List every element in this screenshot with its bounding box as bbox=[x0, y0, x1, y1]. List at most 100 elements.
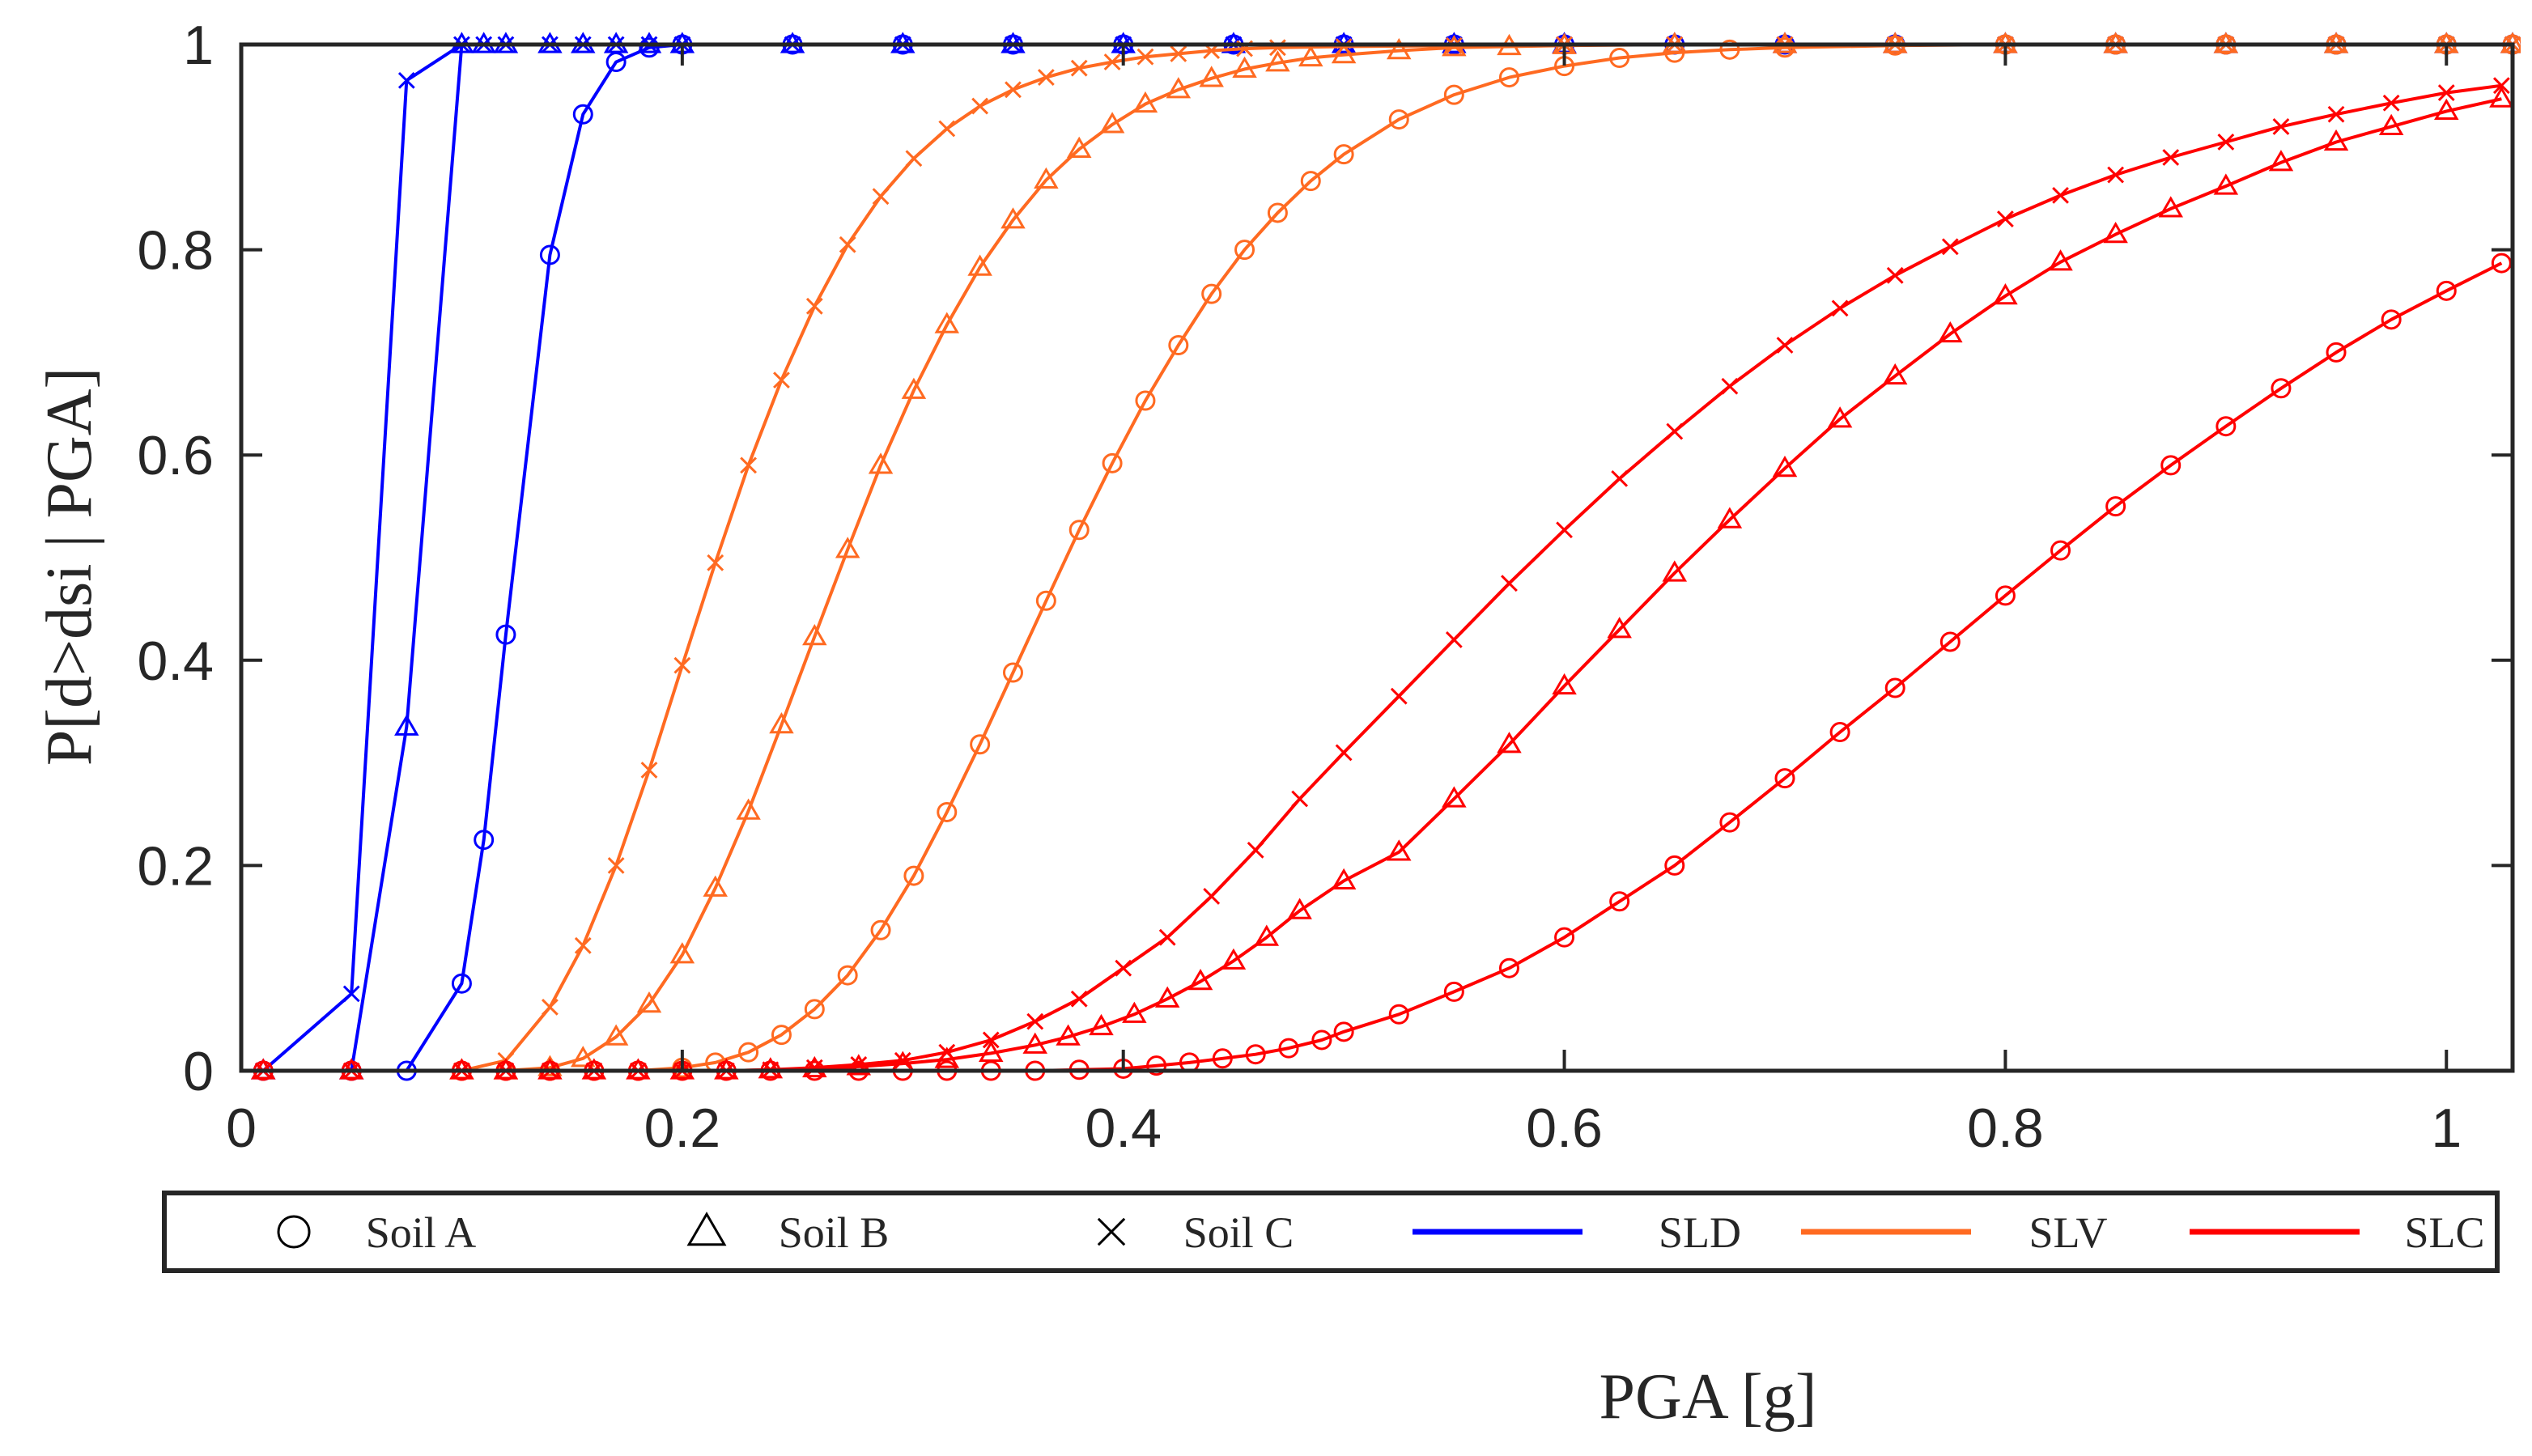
series-line bbox=[461, 43, 2513, 1072]
cross-stroke bbox=[872, 188, 890, 206]
data-point bbox=[2158, 196, 2183, 218]
data-point bbox=[1938, 320, 1963, 343]
data-point bbox=[839, 236, 856, 253]
cross-stroke bbox=[938, 1043, 956, 1061]
series-line bbox=[263, 43, 2513, 1072]
data-point bbox=[1335, 38, 1353, 55]
cross-stroke bbox=[1776, 337, 1794, 354]
x-tick-label: 1 bbox=[2431, 1097, 2462, 1159]
data-point bbox=[2052, 186, 2069, 204]
data-point bbox=[1000, 207, 1026, 229]
axes-frame bbox=[239, 42, 2515, 1073]
data-point bbox=[1267, 202, 1288, 223]
legend-label: Soil A bbox=[366, 1208, 477, 1257]
data-point bbox=[1203, 888, 1221, 905]
data-point bbox=[539, 244, 560, 265]
data-point bbox=[1232, 56, 1257, 79]
y-axis-label: P[d>dsi | PGA] bbox=[34, 367, 105, 766]
cross-stroke bbox=[1158, 928, 1176, 946]
data-point bbox=[1611, 469, 1629, 487]
data-point bbox=[1026, 1012, 1044, 1030]
y-tick-label: 0.6 bbox=[137, 425, 214, 486]
data-point bbox=[2048, 249, 2073, 271]
data-point bbox=[872, 188, 890, 206]
legend-label: Soil B bbox=[779, 1208, 890, 1257]
data-point bbox=[1995, 585, 2016, 606]
data-point bbox=[1221, 948, 1247, 970]
series-line bbox=[461, 43, 2513, 1072]
data-point bbox=[572, 104, 593, 125]
data-point bbox=[1388, 109, 1409, 130]
data-point bbox=[1498, 67, 1519, 88]
data-point bbox=[1662, 560, 1688, 582]
legend-entry-soil-c: Soil C bbox=[1097, 1208, 1294, 1257]
axes-layer: 0 0.2 0.4 0.6 0.8 1 0 0.2 0.4 0.6 0.8 1 bbox=[137, 15, 2515, 1159]
data-point bbox=[1005, 81, 1022, 99]
data-point bbox=[1166, 77, 1192, 99]
data-point bbox=[1442, 786, 1467, 808]
cross-stroke bbox=[1103, 53, 1121, 70]
data-point bbox=[1774, 768, 1795, 789]
cross-stroke bbox=[1291, 790, 1309, 808]
data-point bbox=[1187, 969, 1213, 991]
cross-stroke bbox=[1335, 38, 1353, 55]
data-point bbox=[738, 1042, 759, 1063]
cross-stroke bbox=[839, 236, 856, 253]
data-point bbox=[1066, 136, 1092, 158]
data-point bbox=[1772, 456, 1798, 478]
data-point bbox=[901, 377, 927, 399]
x-tick-label: 0.8 bbox=[1967, 1097, 2044, 1159]
data-point bbox=[2378, 113, 2404, 136]
data-point bbox=[2105, 496, 2126, 517]
data-point bbox=[2213, 173, 2239, 195]
data-point bbox=[1609, 47, 1630, 68]
data-point bbox=[971, 97, 989, 115]
data-point bbox=[1333, 1021, 1354, 1042]
cross-stroke bbox=[1005, 81, 1022, 99]
data-point bbox=[740, 456, 757, 474]
series-sld-soil-c bbox=[254, 36, 2521, 1080]
data-point bbox=[1002, 662, 1023, 683]
cross-stroke bbox=[1886, 266, 1904, 284]
cross-stroke bbox=[1611, 469, 1629, 487]
data-point bbox=[938, 1043, 956, 1061]
cross-stroke bbox=[1026, 1012, 1044, 1030]
cross-stroke bbox=[574, 936, 592, 954]
data-point bbox=[2327, 105, 2345, 123]
data-point bbox=[1776, 337, 1794, 354]
data-point bbox=[870, 919, 891, 940]
cross-stroke bbox=[2217, 134, 2235, 151]
data-point bbox=[1829, 722, 1850, 743]
data-point bbox=[2217, 134, 2235, 151]
data-point bbox=[1501, 575, 1518, 592]
data-point bbox=[934, 312, 960, 333]
data-point bbox=[773, 371, 790, 389]
cross-stroke bbox=[640, 762, 658, 779]
data-point bbox=[2381, 309, 2402, 330]
data-point bbox=[771, 1025, 792, 1046]
data-point bbox=[1089, 1013, 1114, 1036]
legend-marker-triangle bbox=[686, 1212, 727, 1246]
data-point bbox=[2434, 98, 2459, 121]
data-point bbox=[1291, 790, 1309, 808]
data-point bbox=[2162, 149, 2180, 166]
data-point bbox=[397, 71, 415, 89]
data-point bbox=[2272, 118, 2290, 135]
data-point bbox=[970, 734, 991, 755]
data-point bbox=[1993, 283, 2018, 305]
cross-stroke bbox=[1203, 888, 1221, 905]
cross-stroke bbox=[1556, 521, 1573, 539]
data-point bbox=[868, 452, 894, 474]
data-point bbox=[835, 537, 860, 558]
data-point bbox=[1719, 39, 1740, 60]
series-line bbox=[461, 43, 2513, 1072]
legend-entry-slc: SLC bbox=[2190, 1208, 2485, 1257]
data-point bbox=[673, 656, 691, 674]
cross-stroke bbox=[1247, 841, 1264, 859]
data-point bbox=[2489, 86, 2514, 108]
data-point bbox=[1443, 981, 1464, 1002]
y-tick-label: 0.8 bbox=[137, 220, 214, 282]
data-point bbox=[2107, 166, 2125, 184]
cross-stroke bbox=[1941, 238, 1959, 256]
data-point bbox=[1146, 1055, 1167, 1076]
